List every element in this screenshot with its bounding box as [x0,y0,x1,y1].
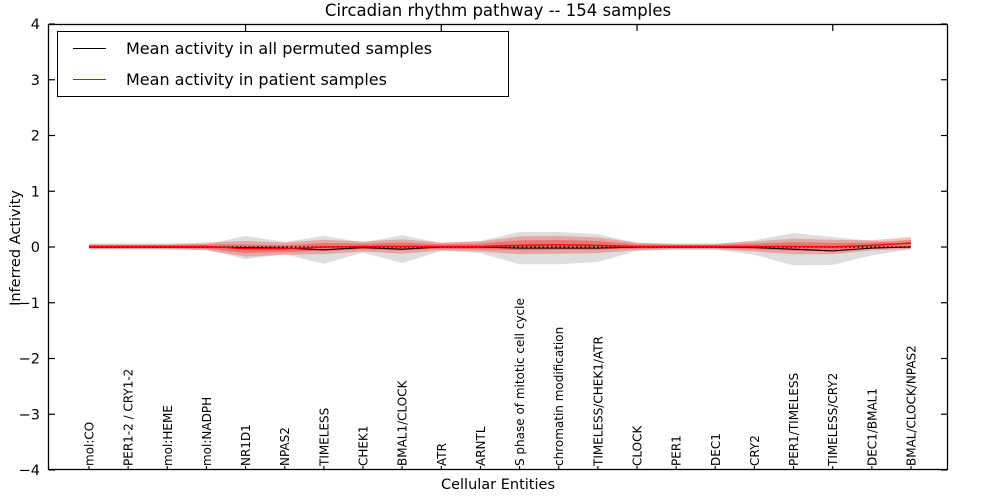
x-category-label: ATR [435,443,449,466]
y-tick-label: −4 [19,463,40,479]
y-tick-label: 3 [31,73,40,89]
y-tick-label: 1 [31,184,40,200]
y-tick-label: −1 [19,296,40,312]
chart-title: Circadian rhythm pathway -- 154 samples [324,1,672,20]
x-category-label: TIMELESS/CRY2 [826,373,840,467]
x-category-label: ARNTL [474,426,488,466]
y-axis-label: Inferred Activity [8,190,24,306]
y-tick-label: 2 [31,129,40,145]
axes-spines [47,23,949,471]
x-category-label: BMAL1/CLOCK [396,379,410,466]
x-category-label: PER1/TIMELESS [787,373,801,466]
x-category-label: PER1-2 / CRY1-2 [122,369,136,466]
patient-line-swatch [73,78,106,80]
legend: Mean activity in all permuted samples Me… [57,31,509,97]
x-category-label: CRY2 [748,435,762,466]
legend-entry-patient: Mean activity in patient samples [58,66,508,93]
x-category-label: CHEK1 [357,426,371,467]
x-category-label: mol:HEME [161,405,175,466]
x-axis-label: Cellular Entities [440,477,556,493]
x-category-label: BMAL/CLOCK/NPAS2 [905,345,919,466]
x-category-label: chromatin modification [552,327,566,466]
x-category-label: NPAS2 [278,427,292,466]
x-category-label: mol:NADPH [200,397,214,466]
x-category-label: mol:CO [83,422,97,466]
x-category-label: NR1D1 [239,424,253,466]
legend-label-permuted: Mean activity in all permuted samples [126,39,433,59]
permuted-line-swatch [73,48,106,50]
y-tick-label: 4 [31,17,40,33]
patient-mean-line [89,242,912,250]
x-category-label: S phase of mitotic cell cycle [513,298,527,466]
y-tick-label: −2 [19,352,40,368]
y-tick-label: 0 [31,240,40,256]
x-category-label: DEC1 [709,433,723,466]
x-category-label: TIMELESS/CHEK1/ATR [591,336,605,467]
permuted-band [89,231,911,266]
x-category-label: DEC1/BMAL1 [865,388,879,466]
y-tick-label: −3 [19,407,40,423]
legend-label-patient: Mean activity in patient samples [126,69,387,89]
x-category-label: PER1 [670,435,684,466]
x-category-label: TIMELESS [317,408,331,467]
x-category-label: CLOCK [631,425,645,466]
legend-entry-permuted: Mean activity in all permuted samples [58,35,508,62]
